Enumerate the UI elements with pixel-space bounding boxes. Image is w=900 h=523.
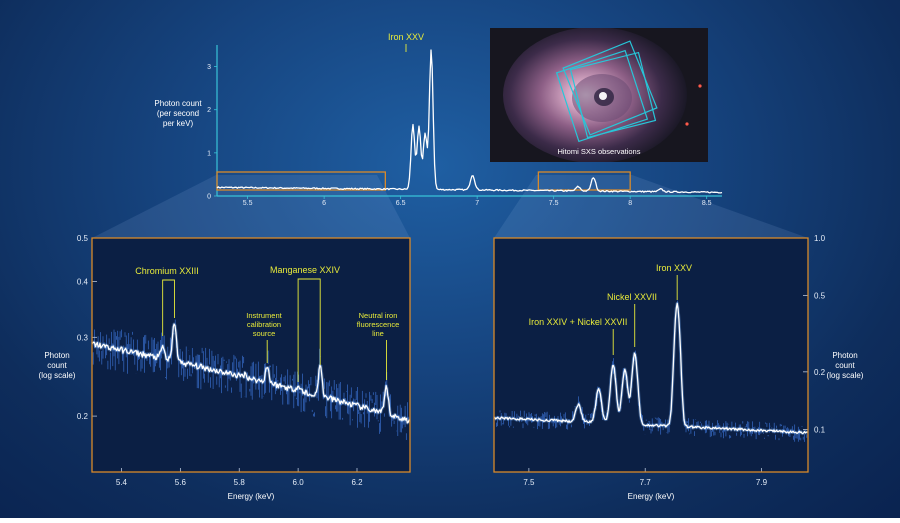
line-label: line <box>372 329 384 338</box>
left-y-title-line-2: count <box>47 361 67 370</box>
overview-x-tick-label: 5.5 <box>243 200 253 207</box>
x-tick-label: 7.7 <box>640 478 652 487</box>
left-x-axis-title: Energy (keV) <box>228 492 275 501</box>
overview-x-tick-label: 6.5 <box>396 200 406 207</box>
overview-iron-xxv-label: Iron XXV <box>388 32 424 42</box>
line-label: Iron XXIV + Nickel XXVII <box>529 317 628 327</box>
overview-highlight-right <box>537 171 631 191</box>
right-panel-background <box>494 238 808 472</box>
x-tick-label: 5.8 <box>234 478 246 487</box>
y-tick-label: 0.1 <box>814 426 826 435</box>
line-bracket <box>162 279 175 336</box>
right-panel-frame <box>493 237 809 473</box>
line-bracket <box>297 278 321 382</box>
zoom-wedge-left <box>92 175 410 238</box>
overview-x-tick-label: 7 <box>475 200 479 207</box>
overview-chart: 5.5 6 6.5 7 7.5 8 8.5 0 1 2 3 Photon count (per se… <box>154 32 723 207</box>
x-tick-label: 6.2 <box>351 478 363 487</box>
left-noise-bars <box>91 319 411 440</box>
line-label: Iron XXV <box>656 263 692 273</box>
overview-y-label-line-2: (per second <box>157 109 199 118</box>
x-tick-label: 7.9 <box>756 478 768 487</box>
inset-caption: Hitomi SXS observations <box>558 147 641 156</box>
right-y-axis-title: Photon count (log scale) <box>827 351 864 380</box>
left-y-axis-title: Photon count (log scale) <box>39 351 76 380</box>
line-label: calibration <box>247 320 281 329</box>
overview-y-tick-label: 0 <box>207 194 211 201</box>
x-tick-label: 6.0 <box>293 478 305 487</box>
left-y-title-line-3: (log scale) <box>39 371 76 380</box>
y-tick-label: 0.2 <box>814 368 826 377</box>
overview-highlight-left <box>216 171 386 191</box>
y-tick-label: 0.5 <box>814 292 826 301</box>
y-tick-label: 1.0 <box>814 234 826 243</box>
y-tick-label: 0.3 <box>77 333 89 342</box>
right-annotations: Iron XXIV + Nickel XXVII Nickel XXVII Iron… <box>529 263 692 355</box>
overview-spectrum-line <box>216 49 723 194</box>
overview-y-label-line-1: Photon count <box>154 99 202 108</box>
line-label: Chromium XXIII <box>135 266 199 276</box>
right-spectrum-line <box>493 302 809 435</box>
line-label: source <box>253 329 276 338</box>
overview-x-tick-label: 8.5 <box>702 200 712 207</box>
overview-y-tick-label: 1 <box>207 150 211 157</box>
line-label: Nickel XXVII <box>607 292 657 302</box>
overview-y-tick-label: 2 <box>207 107 211 114</box>
observation-footprints <box>555 40 658 143</box>
line-label: fluorescence <box>357 320 400 329</box>
right-y-title-line-2: count <box>835 361 855 370</box>
line-label: Neutral iron <box>359 311 398 320</box>
overview-x-tick-label: 7.5 <box>549 200 559 207</box>
left-panel-frame <box>91 237 411 473</box>
line-label: Manganese XXIV <box>270 265 340 275</box>
overview-x-tick-label: 6 <box>322 200 326 207</box>
left-annotations: Chromium XXIII Instrumentcalibrationsourc… <box>135 265 399 382</box>
right-x-axis-title: Energy (keV) <box>628 492 675 501</box>
line-label: Instrument <box>246 311 282 320</box>
y-tick-label: 0.2 <box>77 412 89 421</box>
x-tick-label: 5.6 <box>175 478 187 487</box>
y-tick-label: 0.5 <box>77 234 89 243</box>
left-ticks: 5.4 5.6 5.8 6.0 6.2 0.2 0.3 0.4 0.5 <box>77 234 363 487</box>
left-detail-chart: 5.4 5.6 5.8 6.0 6.2 0.2 0.3 0.4 0.5 Chromium XXI… <box>39 234 411 501</box>
zoom-wedge-right <box>494 175 808 238</box>
overview-y-label: Photon count (per second per keV) <box>154 99 202 128</box>
x-tick-label: 7.5 <box>523 478 535 487</box>
right-y-title-line-3: (log scale) <box>827 371 864 380</box>
right-detail-chart: 7.5 7.7 7.9 0.1 0.2 0.5 1.0 Iron XXIV + Nickel… <box>493 234 864 501</box>
left-y-title-line-1: Photon <box>44 351 69 360</box>
overview-y-tick-label: 3 <box>207 64 211 71</box>
left-spectrum-line <box>91 323 411 424</box>
overview-ticks: 5.5 6 6.5 7 7.5 8 8.5 0 1 2 3 <box>207 64 712 207</box>
x-tick-label: 5.4 <box>116 478 128 487</box>
overview-y-label-line-3: per keV) <box>163 119 194 128</box>
right-y-title-line-1: Photon <box>832 351 857 360</box>
y-tick-label: 0.4 <box>77 277 89 286</box>
hitomi-observation-image: Hitomi SXS observations <box>490 28 708 162</box>
overview-x-tick-label: 8 <box>628 200 632 207</box>
right-ticks: 7.5 7.7 7.9 0.1 0.2 0.5 1.0 <box>523 234 825 487</box>
